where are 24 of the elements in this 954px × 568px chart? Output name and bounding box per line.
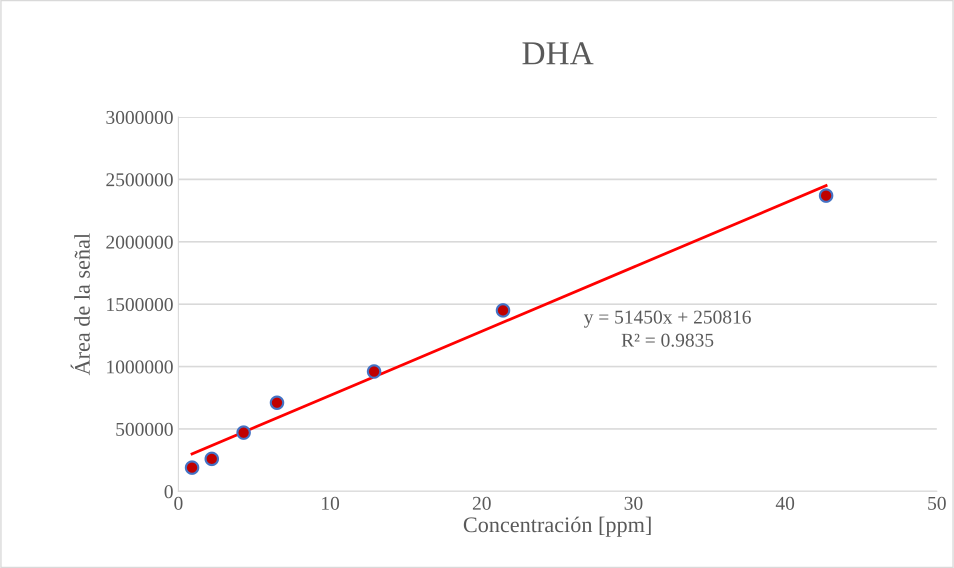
point [204,452,220,466]
chart-title: DHA [522,42,594,64]
y-tick-label: 1000000 [107,360,173,374]
y-tick-label: 0 [164,485,173,498]
y-tick-label: 500000 [116,422,173,436]
x-tick-label: 50 [928,496,946,510]
y-tick-label: 1500000 [107,298,173,312]
y-tick-label: 3000000 [106,110,173,124]
y-tick-label: 2000000 [106,236,173,249]
x-axis-title: Concentración [ppm] [464,516,651,537]
point [270,395,284,410]
x-tick-label: 10 [322,496,340,510]
x-tick-label: 30 [624,496,642,510]
y-axis-title: Área de la señal [70,233,90,376]
point [496,303,510,318]
point [184,460,200,475]
point [366,364,382,379]
x-tick-label: 40 [776,496,794,510]
y-tick-label: 2500000 [106,173,173,186]
point [818,188,834,203]
x-tick-label: 0 [174,496,183,510]
annotation: y = 51450x + 250816 R² = 0.9835 [584,310,751,347]
point [236,425,251,440]
x-tick-label: 20 [472,496,491,510]
